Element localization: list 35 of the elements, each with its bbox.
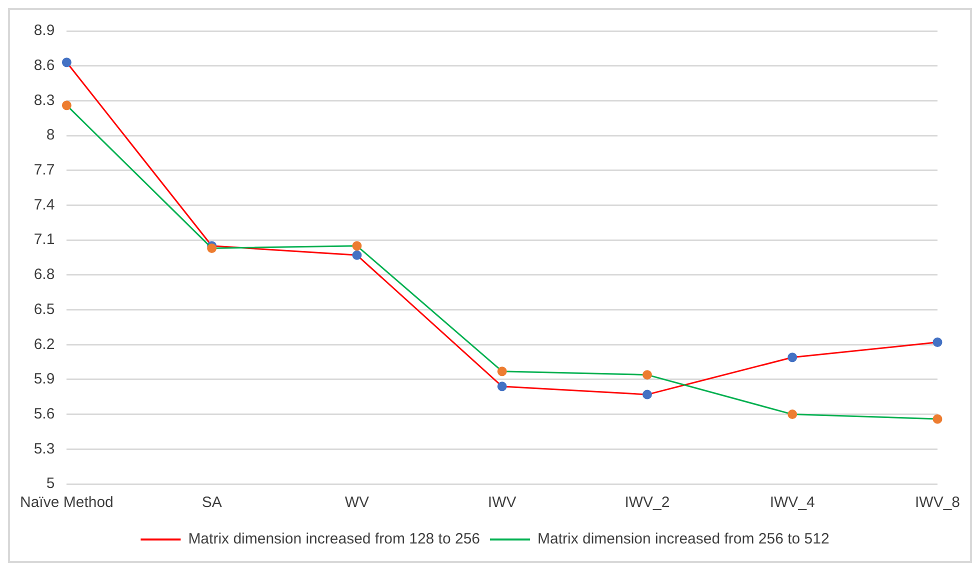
point	[497, 382, 507, 392]
y-tick-label: 7.4	[34, 196, 55, 214]
y-tick-label: 5.3	[34, 440, 55, 458]
point	[352, 241, 362, 251]
point	[932, 414, 942, 424]
point	[62, 100, 72, 110]
y-tick-label: 5.9	[34, 370, 55, 388]
y-tick-label: 6.2	[34, 336, 55, 353]
point	[642, 370, 652, 380]
point	[62, 58, 72, 68]
y-tick-label: 8.6	[34, 56, 55, 74]
legend-label: Matrix dimension increased from 256 to 512	[538, 530, 830, 548]
point	[788, 410, 798, 420]
y-tick-label: 6.8	[34, 266, 55, 284]
y-tick-label: 8	[46, 126, 55, 144]
y-tick-label: 5.6	[34, 405, 55, 422]
x-tick-label: WV	[344, 494, 370, 512]
point	[642, 390, 652, 400]
x-tick-label: SA	[202, 494, 222, 512]
y-tick-label: 5	[46, 475, 55, 492]
x-tick-label: IWV_2	[624, 494, 670, 512]
point	[497, 366, 507, 376]
point	[352, 250, 362, 260]
legend-label: Matrix dimension increased from 128 to 256	[188, 530, 480, 548]
x-tick-label: IWV	[488, 494, 516, 512]
x-tick-label: Naïve Method	[20, 494, 114, 512]
y-tick-label: 8.3	[34, 92, 55, 109]
y-tick-label: 6.5	[34, 300, 55, 318]
y-tick-label: 8.9	[34, 22, 55, 40]
x-tick-label: IWV_8	[914, 494, 960, 512]
y-tick-label: 7.7	[34, 162, 55, 179]
point	[788, 352, 798, 362]
y-tick-label: 7.1	[34, 231, 55, 248]
x-tick-label: IWV_4	[770, 494, 815, 512]
point	[932, 338, 942, 348]
